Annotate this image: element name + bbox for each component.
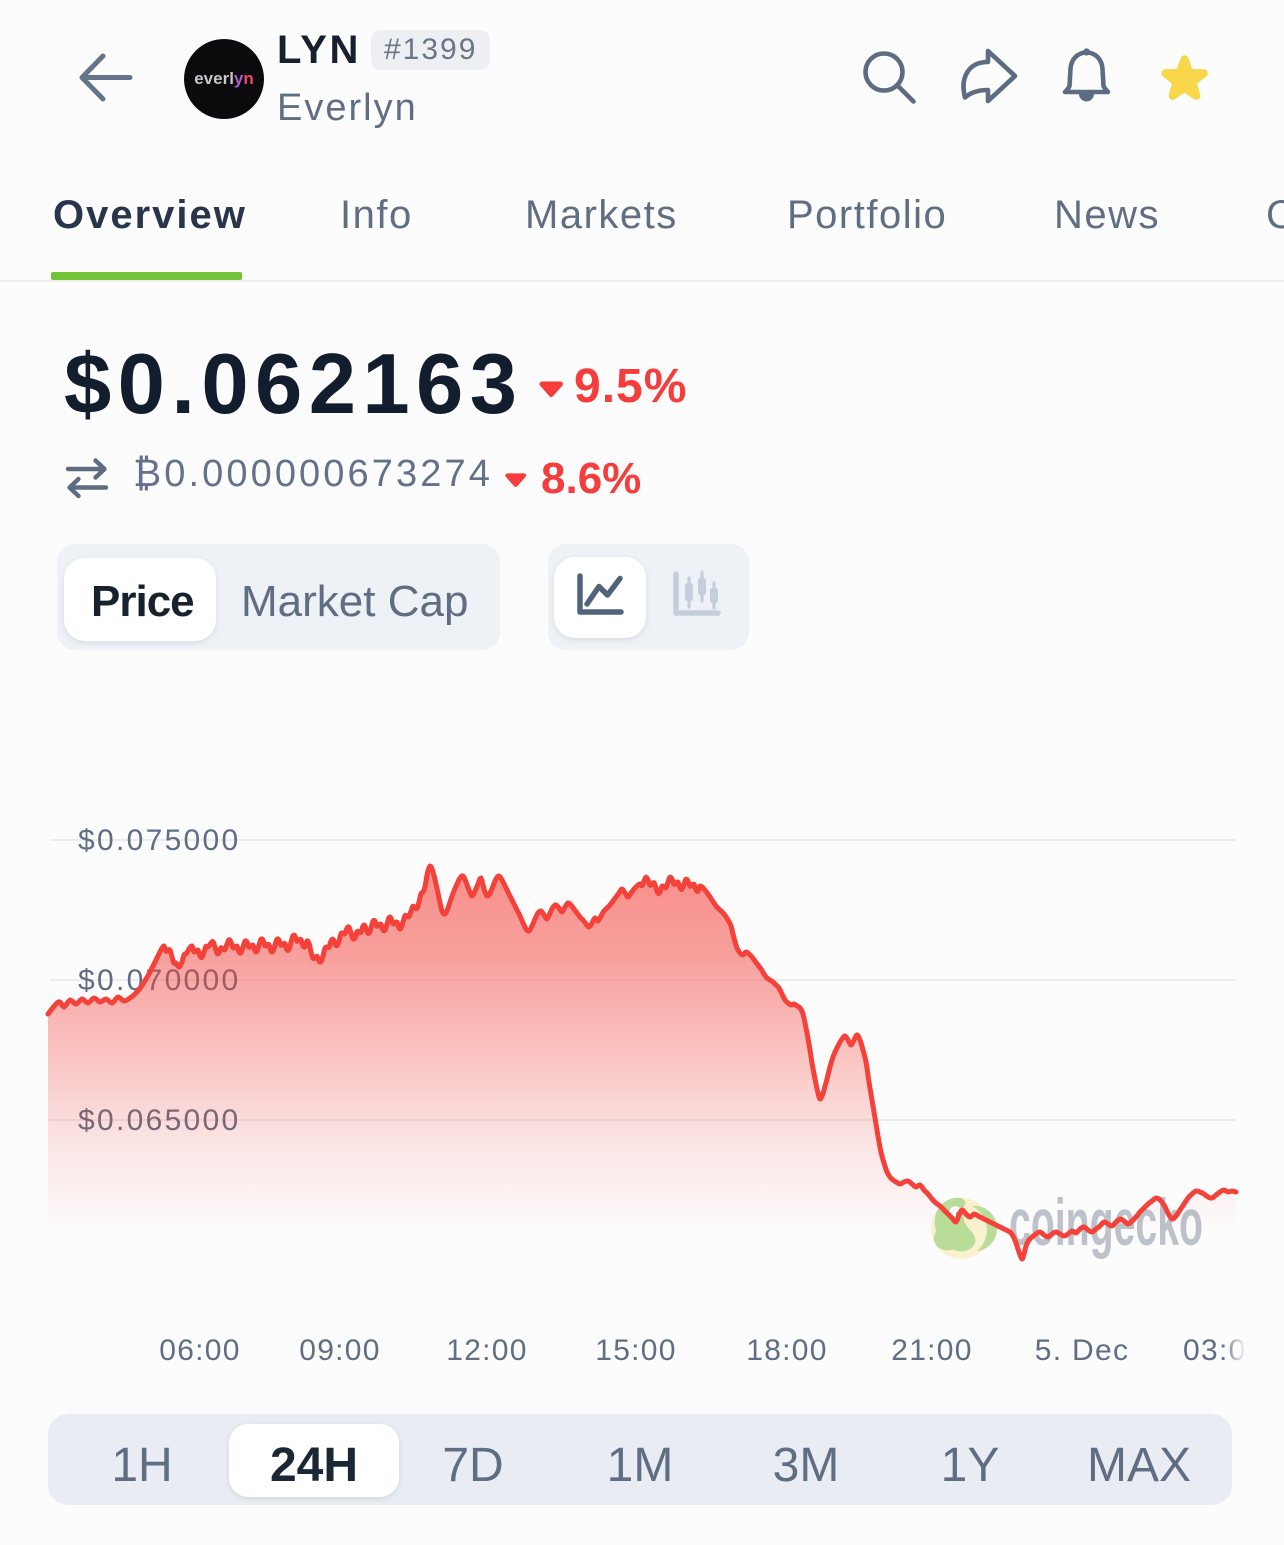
- svg-text:18:00: 18:00: [746, 1334, 828, 1367]
- svg-text:09:00: 09:00: [299, 1334, 381, 1367]
- svg-text:5. Dec: 5. Dec: [1035, 1334, 1130, 1367]
- svg-text:06:00: 06:00: [159, 1334, 241, 1367]
- svg-text:15:00: 15:00: [595, 1334, 677, 1367]
- svg-text:12:00: 12:00: [446, 1334, 528, 1367]
- svg-text:$0.075000: $0.075000: [78, 824, 241, 857]
- svg-text:21:00: 21:00: [891, 1334, 973, 1367]
